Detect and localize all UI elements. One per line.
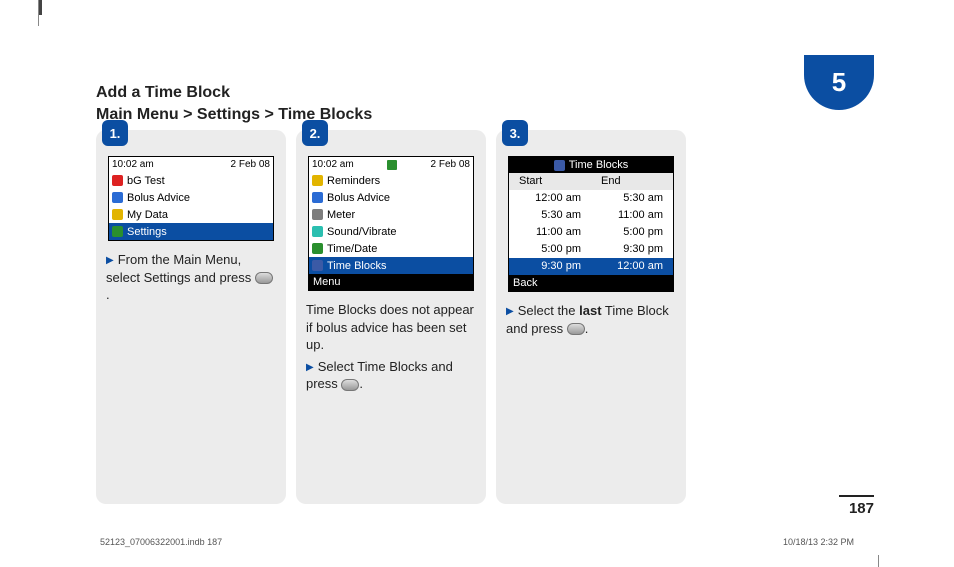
menu-item-label: Sound/Vibrate xyxy=(327,226,397,238)
cell-end: 9:30 pm xyxy=(591,241,673,258)
cell-end: 5:00 pm xyxy=(591,224,673,241)
screen-title-bar: Time Blocks xyxy=(509,157,673,173)
step-card: 2.10:02 am2 Feb 08RemindersBolus AdviceM… xyxy=(296,130,486,504)
crop-mark xyxy=(38,0,39,26)
menu-item[interactable]: Reminders xyxy=(309,172,473,189)
menu-item[interactable]: Sound/Vibrate xyxy=(309,223,473,240)
table-row[interactable]: 11:00 am5:00 pm xyxy=(509,224,673,241)
device-screen: 10:02 am 2 Feb 08 Reminders Bolus Advice Met… xyxy=(308,156,474,291)
menu-item-label: Bolus Advice xyxy=(327,192,390,204)
table-header-row: StartEnd xyxy=(509,173,673,190)
cell-end: 11:00 am xyxy=(591,207,673,224)
menu-item[interactable]: Bolus Advice xyxy=(309,189,473,206)
imprint-left: 52123_07006322001.indb 187 xyxy=(100,537,222,547)
softkey-left[interactable]: Back xyxy=(509,275,673,291)
menu-item[interactable]: My Data xyxy=(109,206,273,223)
table-row[interactable]: 12:00 am5:30 am xyxy=(509,190,673,207)
status-bar: 10:02 am 2 Feb 08 xyxy=(109,157,273,172)
menu-item[interactable]: Time Blocks xyxy=(309,257,473,274)
cell-start: 5:00 pm xyxy=(509,241,591,258)
menu-item-label: Time Blocks xyxy=(327,260,387,272)
cell-end: 5:30 am xyxy=(591,190,673,207)
status-date: 2 Feb 08 xyxy=(431,159,470,170)
step-badge: 1. xyxy=(102,120,128,146)
step-instruction: From the Main Menu, select Settings and … xyxy=(96,251,286,304)
section-title-line: Add a Time Block xyxy=(96,82,372,104)
cell-end: 12:00 am xyxy=(591,258,673,275)
menu-item-icon xyxy=(312,243,323,254)
menu-item-icon xyxy=(312,260,323,271)
step-card: 3.Time BlocksStartEnd12:00 am5:30 am5:30… xyxy=(496,130,686,504)
step-badge: 3. xyxy=(502,120,528,146)
time-blocks-icon xyxy=(554,160,565,171)
status-bar: 10:02 am 2 Feb 08 xyxy=(309,157,473,172)
menu-item-label: bG Test xyxy=(127,175,165,187)
section-title: Add a Time Block Main Menu > Settings > … xyxy=(96,82,372,125)
breadcrumb: Main Menu > Settings > Time Blocks xyxy=(96,104,372,126)
imprint-right: 10/18/13 2:32 PM xyxy=(783,537,854,547)
menu-item-label: Time/Date xyxy=(327,243,377,255)
menu-item-icon xyxy=(312,192,323,203)
cell-start: 5:30 am xyxy=(509,207,591,224)
status-time: 10:02 am xyxy=(112,159,154,170)
status-time: 10:02 am xyxy=(312,159,354,170)
menu-list: bG Test Bolus Advice My Data Settings xyxy=(109,172,273,240)
device-screen: Time BlocksStartEnd12:00 am5:30 am5:30 a… xyxy=(508,156,674,292)
menu-item-icon xyxy=(312,175,323,186)
menu-item[interactable]: bG Test xyxy=(109,172,273,189)
step-instruction: Select the last Time Block and press . xyxy=(496,302,686,337)
instruction-line: Select the last Time Block and press . xyxy=(506,302,676,337)
menu-item[interactable]: Meter xyxy=(309,206,473,223)
menu-item-icon xyxy=(112,209,123,220)
menu-item-label: Settings xyxy=(127,226,167,238)
menu-item-label: My Data xyxy=(127,209,168,221)
menu-item-label: Bolus Advice xyxy=(127,192,190,204)
instruction-note: Time Blocks does not appear if bolus adv… xyxy=(306,301,476,354)
table-header-cell: Start xyxy=(509,173,591,190)
menu-item-icon xyxy=(312,209,323,220)
screen-title: Time Blocks xyxy=(569,157,629,173)
status-flag-icon xyxy=(387,160,397,170)
menu-item-icon xyxy=(112,192,123,203)
ok-button-icon xyxy=(341,379,359,391)
ok-button-icon xyxy=(567,323,585,335)
menu-item-icon xyxy=(112,175,123,186)
table-row[interactable]: 9:30 pm12:00 am xyxy=(509,258,673,275)
cell-start: 11:00 am xyxy=(509,224,591,241)
table-row[interactable]: 5:00 pm9:30 pm xyxy=(509,241,673,258)
cell-start: 12:00 am xyxy=(509,190,591,207)
crop-mark xyxy=(878,555,879,567)
step-cards: 1.10:02 am2 Feb 08bG TestBolus AdviceMy … xyxy=(96,130,686,504)
menu-item[interactable]: Bolus Advice xyxy=(109,189,273,206)
menu-item-label: Meter xyxy=(327,209,355,221)
manual-page: 5 Add a Time Block Main Menu > Settings … xyxy=(0,0,954,567)
step-card: 1.10:02 am2 Feb 08bG TestBolus AdviceMy … xyxy=(96,130,286,504)
instruction-line: From the Main Menu, select Settings and … xyxy=(106,251,276,304)
status-date: 2 Feb 08 xyxy=(231,159,270,170)
softkey-left[interactable]: Menu xyxy=(309,274,473,290)
page-number: 187 xyxy=(839,495,874,517)
chapter-tab: 5 xyxy=(804,55,874,110)
cell-start: 9:30 pm xyxy=(509,258,591,275)
menu-list: Reminders Bolus Advice Meter Sound/Vibrate T… xyxy=(309,172,473,274)
step-instruction: Time Blocks does not appear if bolus adv… xyxy=(296,301,486,393)
table-header-cell: End xyxy=(591,173,673,190)
menu-item-icon xyxy=(312,226,323,237)
table-row[interactable]: 5:30 am11:00 am xyxy=(509,207,673,224)
ok-button-icon xyxy=(255,272,273,284)
menu-item-icon xyxy=(112,226,123,237)
instruction-line: Select Time Blocks and press . xyxy=(306,358,476,393)
menu-item[interactable]: Time/Date xyxy=(309,240,473,257)
menu-item-label: Reminders xyxy=(327,175,380,187)
device-screen: 10:02 am 2 Feb 08 bG Test Bolus Advice My Da… xyxy=(108,156,274,241)
menu-item[interactable]: Settings xyxy=(109,223,273,240)
step-badge: 2. xyxy=(302,120,328,146)
